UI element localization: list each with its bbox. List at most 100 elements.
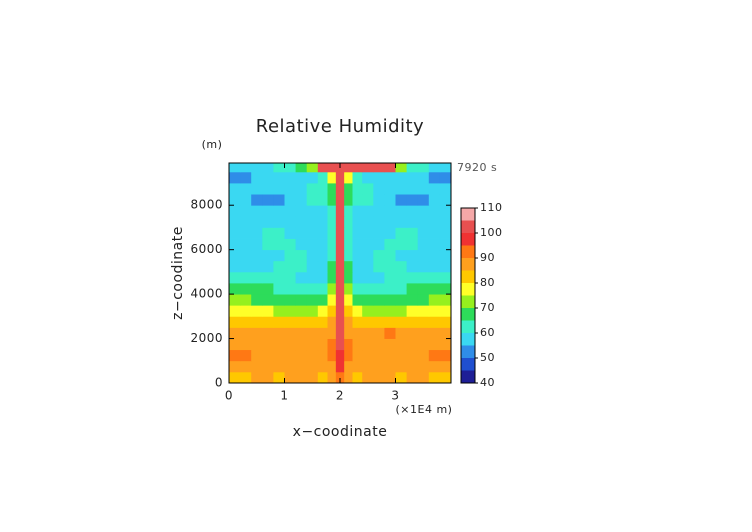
cell — [295, 194, 308, 206]
cell — [251, 171, 263, 184]
cell — [295, 205, 308, 217]
cell — [327, 327, 337, 339]
cell — [306, 360, 319, 373]
cell — [352, 183, 363, 195]
cell — [273, 349, 285, 362]
cell — [306, 316, 319, 328]
cell — [373, 294, 385, 306]
colorbar-band — [461, 333, 475, 346]
cell — [406, 305, 419, 317]
cell — [273, 194, 285, 206]
cell — [395, 371, 407, 384]
cell — [439, 163, 452, 173]
cell — [362, 327, 374, 339]
cell — [417, 371, 430, 384]
cell — [384, 249, 396, 262]
cell — [406, 238, 419, 251]
cell — [439, 249, 452, 262]
cell — [306, 194, 319, 206]
cell — [362, 171, 374, 184]
colorbar-band — [461, 258, 475, 271]
cell — [352, 238, 363, 251]
cell — [362, 360, 374, 373]
cell — [344, 260, 353, 273]
cell — [273, 216, 285, 228]
cell — [327, 183, 337, 195]
cell — [352, 260, 363, 273]
cell — [362, 371, 374, 384]
cell — [417, 238, 430, 251]
cell — [417, 294, 430, 306]
cell — [344, 327, 353, 339]
cell — [352, 360, 363, 373]
cell — [229, 360, 241, 373]
cell — [335, 238, 345, 251]
cell — [295, 349, 308, 362]
cell — [229, 260, 241, 273]
cell — [295, 316, 308, 328]
cell — [417, 349, 430, 362]
cell — [262, 216, 274, 228]
cell — [273, 205, 285, 217]
cell — [428, 227, 441, 239]
cell — [251, 227, 263, 239]
cell — [352, 338, 363, 351]
cell — [344, 349, 353, 362]
cell — [240, 327, 252, 339]
cell — [384, 238, 396, 251]
cell — [335, 249, 345, 262]
colorbar-tick-label: 40 — [480, 376, 495, 389]
cell — [229, 371, 241, 384]
cell — [373, 305, 385, 317]
cell — [306, 183, 319, 195]
cell — [373, 183, 385, 195]
cell — [273, 294, 285, 306]
cell — [229, 183, 241, 195]
cell — [327, 249, 337, 262]
cell — [317, 305, 328, 317]
cell — [284, 283, 296, 295]
cell — [262, 238, 274, 251]
cell — [344, 163, 353, 173]
cell — [439, 183, 452, 195]
cell — [262, 183, 274, 195]
cell — [295, 216, 308, 228]
cell — [362, 260, 374, 273]
cell — [262, 305, 274, 317]
colorbar-tick-label: 90 — [480, 251, 495, 264]
cell — [373, 338, 385, 351]
cell — [327, 305, 337, 317]
cell — [373, 216, 385, 228]
cell — [240, 271, 252, 284]
cell — [229, 271, 241, 284]
cell — [317, 260, 328, 273]
cell — [273, 338, 285, 351]
cell — [439, 283, 452, 295]
cell — [406, 205, 419, 217]
cell — [229, 194, 241, 206]
cell — [395, 227, 407, 239]
cell — [395, 360, 407, 373]
cell — [262, 316, 274, 328]
cell — [273, 227, 285, 239]
colorbar-band — [461, 295, 475, 308]
cell — [417, 227, 430, 239]
cell — [344, 171, 353, 184]
cell — [229, 338, 241, 351]
cell — [395, 260, 407, 273]
cell — [251, 249, 263, 262]
y-tick-label: 4000 — [190, 287, 223, 301]
cell — [384, 338, 396, 351]
colorbar-band — [461, 270, 475, 283]
cell — [251, 238, 263, 251]
cell — [428, 163, 441, 173]
cell — [384, 294, 396, 306]
cell — [352, 163, 363, 173]
cell — [384, 327, 396, 339]
cell — [406, 271, 419, 284]
cell — [428, 283, 441, 295]
cell — [428, 216, 441, 228]
cell — [251, 183, 263, 195]
cell — [428, 371, 441, 384]
cell — [240, 171, 252, 184]
